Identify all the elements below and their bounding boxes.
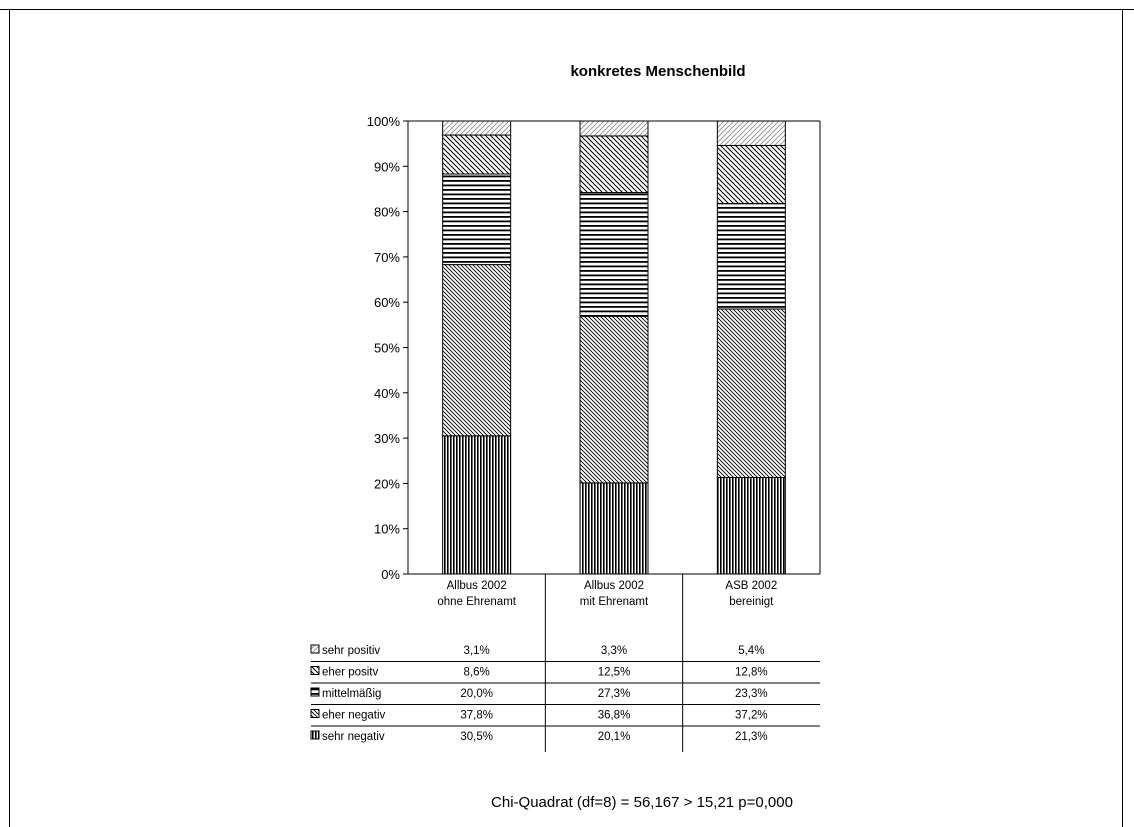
bar-segment-eher-positv: [579, 135, 649, 194]
legend-label: eher negativ: [322, 710, 386, 722]
bar-segment-sehr-positiv: [716, 120, 786, 146]
legend-swatch: [310, 730, 320, 740]
bar-segment-eher-positv: [442, 134, 512, 175]
y-tick-label: 10%: [374, 522, 400, 537]
bar-segment-sehr-positiv: [442, 120, 512, 136]
data-table-cell: 5,4%: [738, 645, 764, 657]
data-table-cell: 36,8%: [598, 710, 631, 722]
data-table-cell: 12,8%: [735, 667, 768, 679]
data-table-cell: 21,3%: [735, 731, 768, 743]
data-table-cell: 30,5%: [460, 731, 493, 743]
data-table-cell: 37,2%: [735, 710, 768, 722]
bar-segment-mittelmäßig: [716, 202, 786, 310]
bar-segment-mittelmäßig: [442, 173, 512, 266]
x-category-label: Allbus 2002: [447, 580, 507, 592]
legend-swatch: [310, 709, 320, 718]
bar-segment-sehr-positiv: [579, 120, 649, 137]
y-tick-label: 30%: [374, 431, 400, 446]
legend-swatch: [310, 644, 320, 654]
legend-label: eher positv: [322, 667, 379, 679]
y-tick-label: 60%: [374, 295, 400, 310]
bar-segment-sehr-negativ: [579, 482, 649, 575]
y-tick-label: 80%: [374, 205, 400, 220]
y-tick-label: 90%: [374, 159, 400, 174]
y-tick-label: 70%: [374, 250, 400, 265]
data-table: Allbus 2002 ohne Ehrenamt Allbus 2002 mit E…: [310, 574, 820, 752]
y-tick-label: 0%: [381, 567, 400, 582]
chart-title: konkretes Menschenbild: [570, 63, 745, 80]
data-table-cell: 27,3%: [598, 688, 631, 700]
legend-label: sehr positiv: [322, 645, 380, 657]
data-table-cell: 3,3%: [601, 645, 627, 657]
legend-swatch: [310, 687, 320, 697]
x-category-label: ASB 2002: [725, 580, 777, 592]
data-table-cell: 37,8%: [460, 710, 493, 722]
bar-segment-eher-negativ: [716, 308, 786, 479]
legend-label: sehr negativ: [322, 731, 385, 743]
chi-square-footnote: Chi-Quadrat (df=8) = 56,167 > 15,21 p=0,…: [491, 794, 793, 811]
x-category-label: bereinigt: [729, 596, 774, 608]
legend-label: mittelmäßig: [322, 688, 381, 700]
bar-segment-eher-negativ: [442, 264, 512, 437]
y-tick-label: 20%: [374, 476, 400, 491]
bar-segment-eher-positv: [716, 144, 786, 204]
legend-swatch: [310, 666, 320, 675]
data-table-cell: 3,1%: [464, 645, 490, 657]
x-category-label: mit Ehrenamt: [580, 596, 649, 608]
data-table-cell: 23,3%: [735, 688, 768, 700]
plot-area: 0% 10% 20% 30% 40% 50% 60% 70% 80% 90% 100%: [367, 114, 821, 582]
bar-segment-eher-negativ: [579, 315, 649, 484]
x-category-label: ohne Ehrenamt: [437, 596, 516, 608]
bar-segment-sehr-negativ: [716, 477, 786, 575]
x-category-label: Allbus 2002: [584, 580, 644, 592]
y-tick-label: 100%: [367, 114, 401, 129]
y-tick-label: 40%: [374, 386, 400, 401]
data-table-cell: 8,6%: [464, 667, 490, 679]
y-tick-label: 50%: [374, 341, 400, 356]
bar-segment-sehr-negativ: [442, 435, 512, 575]
data-table-cell: 12,5%: [598, 667, 631, 679]
bar-segment-mittelmäßig: [579, 192, 649, 317]
data-table-cell: 20,1%: [598, 731, 631, 743]
data-table-cell: 20,0%: [460, 688, 493, 700]
